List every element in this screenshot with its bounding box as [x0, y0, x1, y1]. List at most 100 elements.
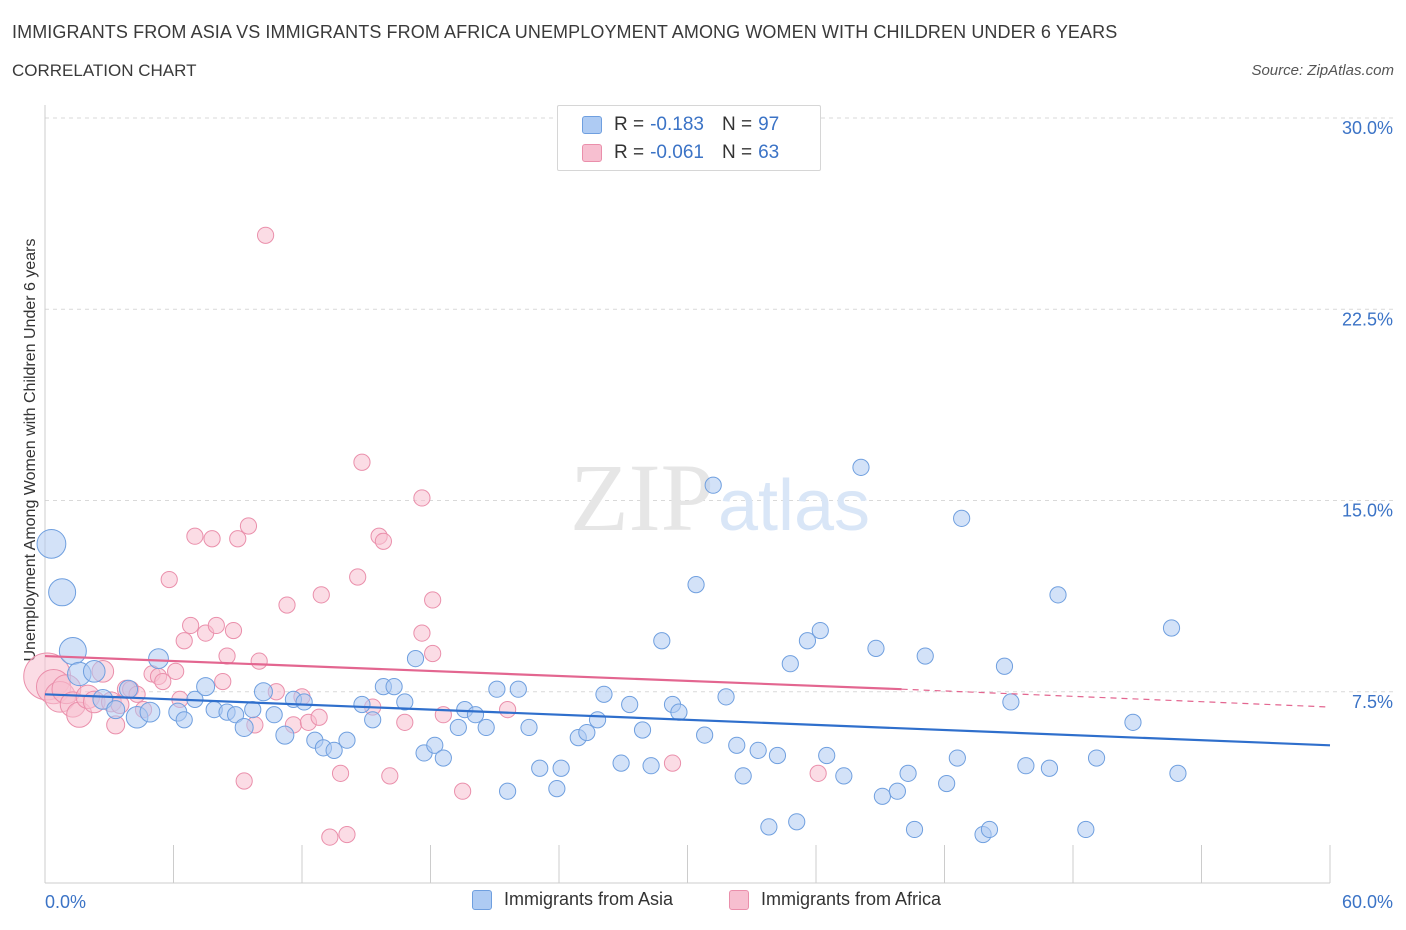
africa-r-value: -0.061 — [650, 142, 704, 163]
africa-point — [218, 647, 236, 665]
legend-row-africa: R = -0.061 N = 63 — [582, 140, 779, 166]
asia-point — [364, 711, 382, 729]
y-tick-label: 15.0% — [1342, 501, 1393, 521]
asia-point — [670, 703, 688, 721]
africa-point — [374, 532, 392, 550]
africa-point — [413, 624, 431, 642]
africa-point — [663, 754, 682, 772]
asia-r-label: R = — [614, 114, 645, 135]
asia-point — [499, 782, 517, 800]
asia-point — [338, 731, 356, 749]
asia-point — [548, 780, 566, 798]
asia-point — [1040, 759, 1059, 777]
asia-r-value: -0.183 — [650, 114, 704, 135]
africa-point — [499, 701, 517, 719]
asia-point — [234, 717, 254, 737]
africa-point — [331, 764, 350, 782]
africa-point — [424, 591, 442, 609]
asia-point — [58, 636, 87, 665]
asia-point — [227, 706, 245, 724]
asia-point — [916, 647, 934, 665]
asia-point — [265, 706, 283, 724]
asia-point — [788, 813, 806, 831]
africa-point — [167, 662, 185, 680]
africa-point — [278, 596, 296, 614]
legend-item-asia[interactable]: Immigrants from Asia — [472, 889, 673, 910]
legend-item-africa[interactable]: Immigrants from Africa — [729, 889, 941, 910]
asia-point — [196, 677, 216, 697]
asia-legend-swatch — [472, 889, 492, 910]
africa-point — [809, 764, 827, 782]
asia-point — [905, 820, 924, 839]
asia-point — [385, 678, 403, 696]
stats-legend: R = -0.183 N = 97 R = -0.061 N = 63 — [557, 105, 821, 171]
asia-point — [873, 787, 891, 805]
asia-point — [275, 725, 295, 745]
asia-point — [835, 767, 853, 785]
grid-lines — [45, 117, 1395, 693]
africa-point — [353, 453, 371, 471]
asia-point — [48, 578, 77, 607]
africa-point — [235, 772, 253, 790]
asia-point — [1124, 713, 1142, 731]
asia-point — [353, 695, 371, 714]
africa-trend-line — [44, 654, 902, 691]
asia-point — [734, 767, 752, 785]
asia-point — [867, 639, 885, 658]
asia-point — [768, 746, 787, 765]
africa-point — [312, 586, 330, 604]
asia-point — [82, 660, 106, 683]
asia-point — [595, 685, 613, 703]
asia-point — [488, 680, 506, 698]
watermark: ZIPatlas — [570, 444, 870, 551]
africa-point — [175, 632, 193, 650]
x-tick-label-min: 0.0% — [45, 892, 86, 912]
asia-point — [995, 657, 1014, 675]
asia-point — [1017, 757, 1035, 775]
africa-point — [454, 782, 472, 800]
asia-point — [1049, 586, 1067, 604]
asia-point — [253, 682, 273, 702]
asia-point — [325, 741, 343, 760]
chart-subtitle: CORRELATION CHART — [12, 61, 197, 80]
asia-point — [633, 721, 652, 739]
asia-legend-label: Immigrants from Asia — [504, 889, 674, 909]
africa-legend-label: Immigrants from Africa — [761, 889, 942, 909]
asia-point — [852, 458, 870, 476]
y-tick-label: 30.0% — [1342, 118, 1393, 138]
africa-swatch — [582, 144, 602, 162]
africa-legend-swatch — [729, 889, 749, 910]
y-tick-label: 7.5% — [1352, 692, 1393, 712]
asia-point — [396, 693, 414, 711]
asia-point — [119, 679, 139, 699]
asia-point — [578, 723, 596, 742]
asia-point — [1077, 820, 1095, 839]
asia-point — [642, 757, 660, 775]
asia-point — [953, 509, 971, 527]
y-tick-label: 22.5% — [1342, 309, 1393, 329]
asia-point — [520, 718, 538, 737]
africa-n-label: N = — [721, 142, 753, 163]
africa-point — [338, 825, 356, 844]
africa-point — [239, 517, 258, 535]
asia-point — [612, 754, 630, 772]
watermark-atlas: atlas — [718, 466, 870, 546]
asia-point — [696, 726, 714, 744]
asia-trend-line — [44, 693, 1331, 747]
asia-point — [148, 648, 169, 669]
asia-points — [36, 458, 1187, 844]
asia-point — [653, 632, 671, 650]
asia-point — [899, 764, 917, 782]
asia-point — [749, 741, 767, 760]
asia-point — [980, 820, 999, 839]
asia-point — [760, 818, 778, 836]
asia-point — [621, 695, 639, 714]
asia-point — [798, 632, 817, 650]
asia-point — [1169, 764, 1187, 782]
asia-point — [477, 718, 495, 737]
asia-point — [717, 688, 735, 706]
asia-point — [781, 655, 799, 673]
africa-point — [396, 713, 414, 731]
africa-n-value: 63 — [758, 142, 780, 163]
